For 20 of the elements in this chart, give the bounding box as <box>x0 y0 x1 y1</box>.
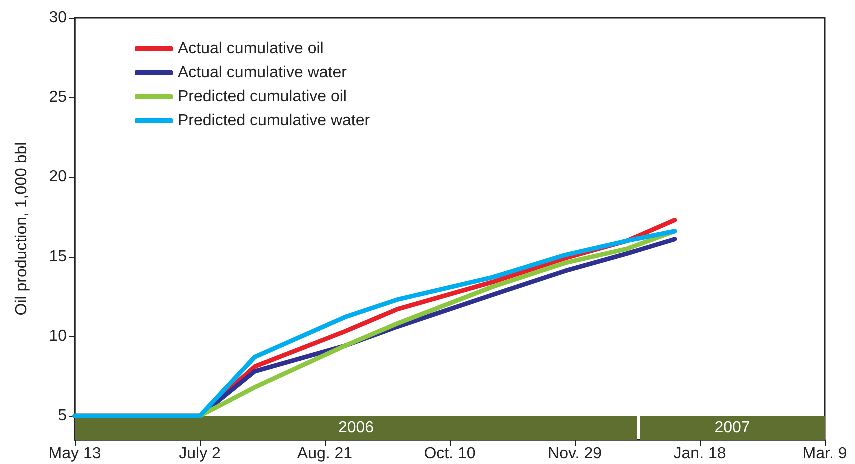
legend-label: Predicted cumulative water <box>178 112 371 130</box>
x-tick-label: Oct. 10 <box>424 446 476 462</box>
band-label: 2007 <box>714 420 750 437</box>
y-tick-label: 5 <box>58 408 68 425</box>
legend-label: Actual cumulative water <box>178 64 348 82</box>
x-tick-label: Aug. 21 <box>297 446 353 462</box>
x-tick-label: Jan. 18 <box>674 446 726 462</box>
y-tick-label: 25 <box>49 89 68 106</box>
x-tick-label: July 2 <box>179 446 221 462</box>
y-tick-label: 30 <box>49 10 68 26</box>
y-tick-label: 15 <box>49 248 68 266</box>
y-tick-label: 10 <box>49 328 68 345</box>
band-label: 2006 <box>338 420 374 437</box>
y-axis-title: Oil production, 1,000 bbl <box>14 142 30 316</box>
legend-label: Predicted cumulative oil <box>178 88 347 106</box>
legend-label: Actual cumulative oil <box>178 40 324 58</box>
x-tick-label: Mar. 9 <box>802 446 848 462</box>
x-tick-label: Nov. 29 <box>548 446 602 462</box>
y-tick-label: 20 <box>49 168 68 186</box>
x-tick-label: May 13 <box>48 446 102 462</box>
